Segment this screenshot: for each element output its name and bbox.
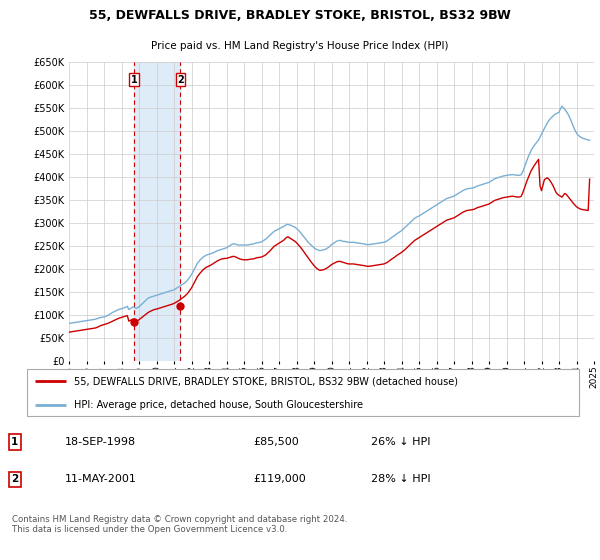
Text: 55, DEWFALLS DRIVE, BRADLEY STOKE, BRISTOL, BS32 9BW: 55, DEWFALLS DRIVE, BRADLEY STOKE, BRIST… (89, 9, 511, 22)
Text: 1: 1 (11, 437, 19, 447)
Text: £119,000: £119,000 (253, 474, 306, 484)
Text: 28% ↓ HPI: 28% ↓ HPI (371, 474, 430, 484)
Text: 1: 1 (131, 74, 137, 85)
Text: 2: 2 (11, 474, 19, 484)
Text: £85,500: £85,500 (253, 437, 299, 447)
Text: HPI: Average price, detached house, South Gloucestershire: HPI: Average price, detached house, Sout… (74, 400, 363, 410)
Text: 2: 2 (177, 74, 184, 85)
Text: 11-MAY-2001: 11-MAY-2001 (65, 474, 137, 484)
Text: Contains HM Land Registry data © Crown copyright and database right 2024.
This d: Contains HM Land Registry data © Crown c… (12, 515, 347, 534)
Text: 55, DEWFALLS DRIVE, BRADLEY STOKE, BRISTOL, BS32 9BW (detached house): 55, DEWFALLS DRIVE, BRADLEY STOKE, BRIST… (74, 376, 458, 386)
FancyBboxPatch shape (27, 370, 579, 416)
Text: 26% ↓ HPI: 26% ↓ HPI (371, 437, 430, 447)
Text: 18-SEP-1998: 18-SEP-1998 (65, 437, 136, 447)
Bar (134, 62, 181, 361)
Text: Price paid vs. HM Land Registry's House Price Index (HPI): Price paid vs. HM Land Registry's House … (151, 41, 449, 51)
